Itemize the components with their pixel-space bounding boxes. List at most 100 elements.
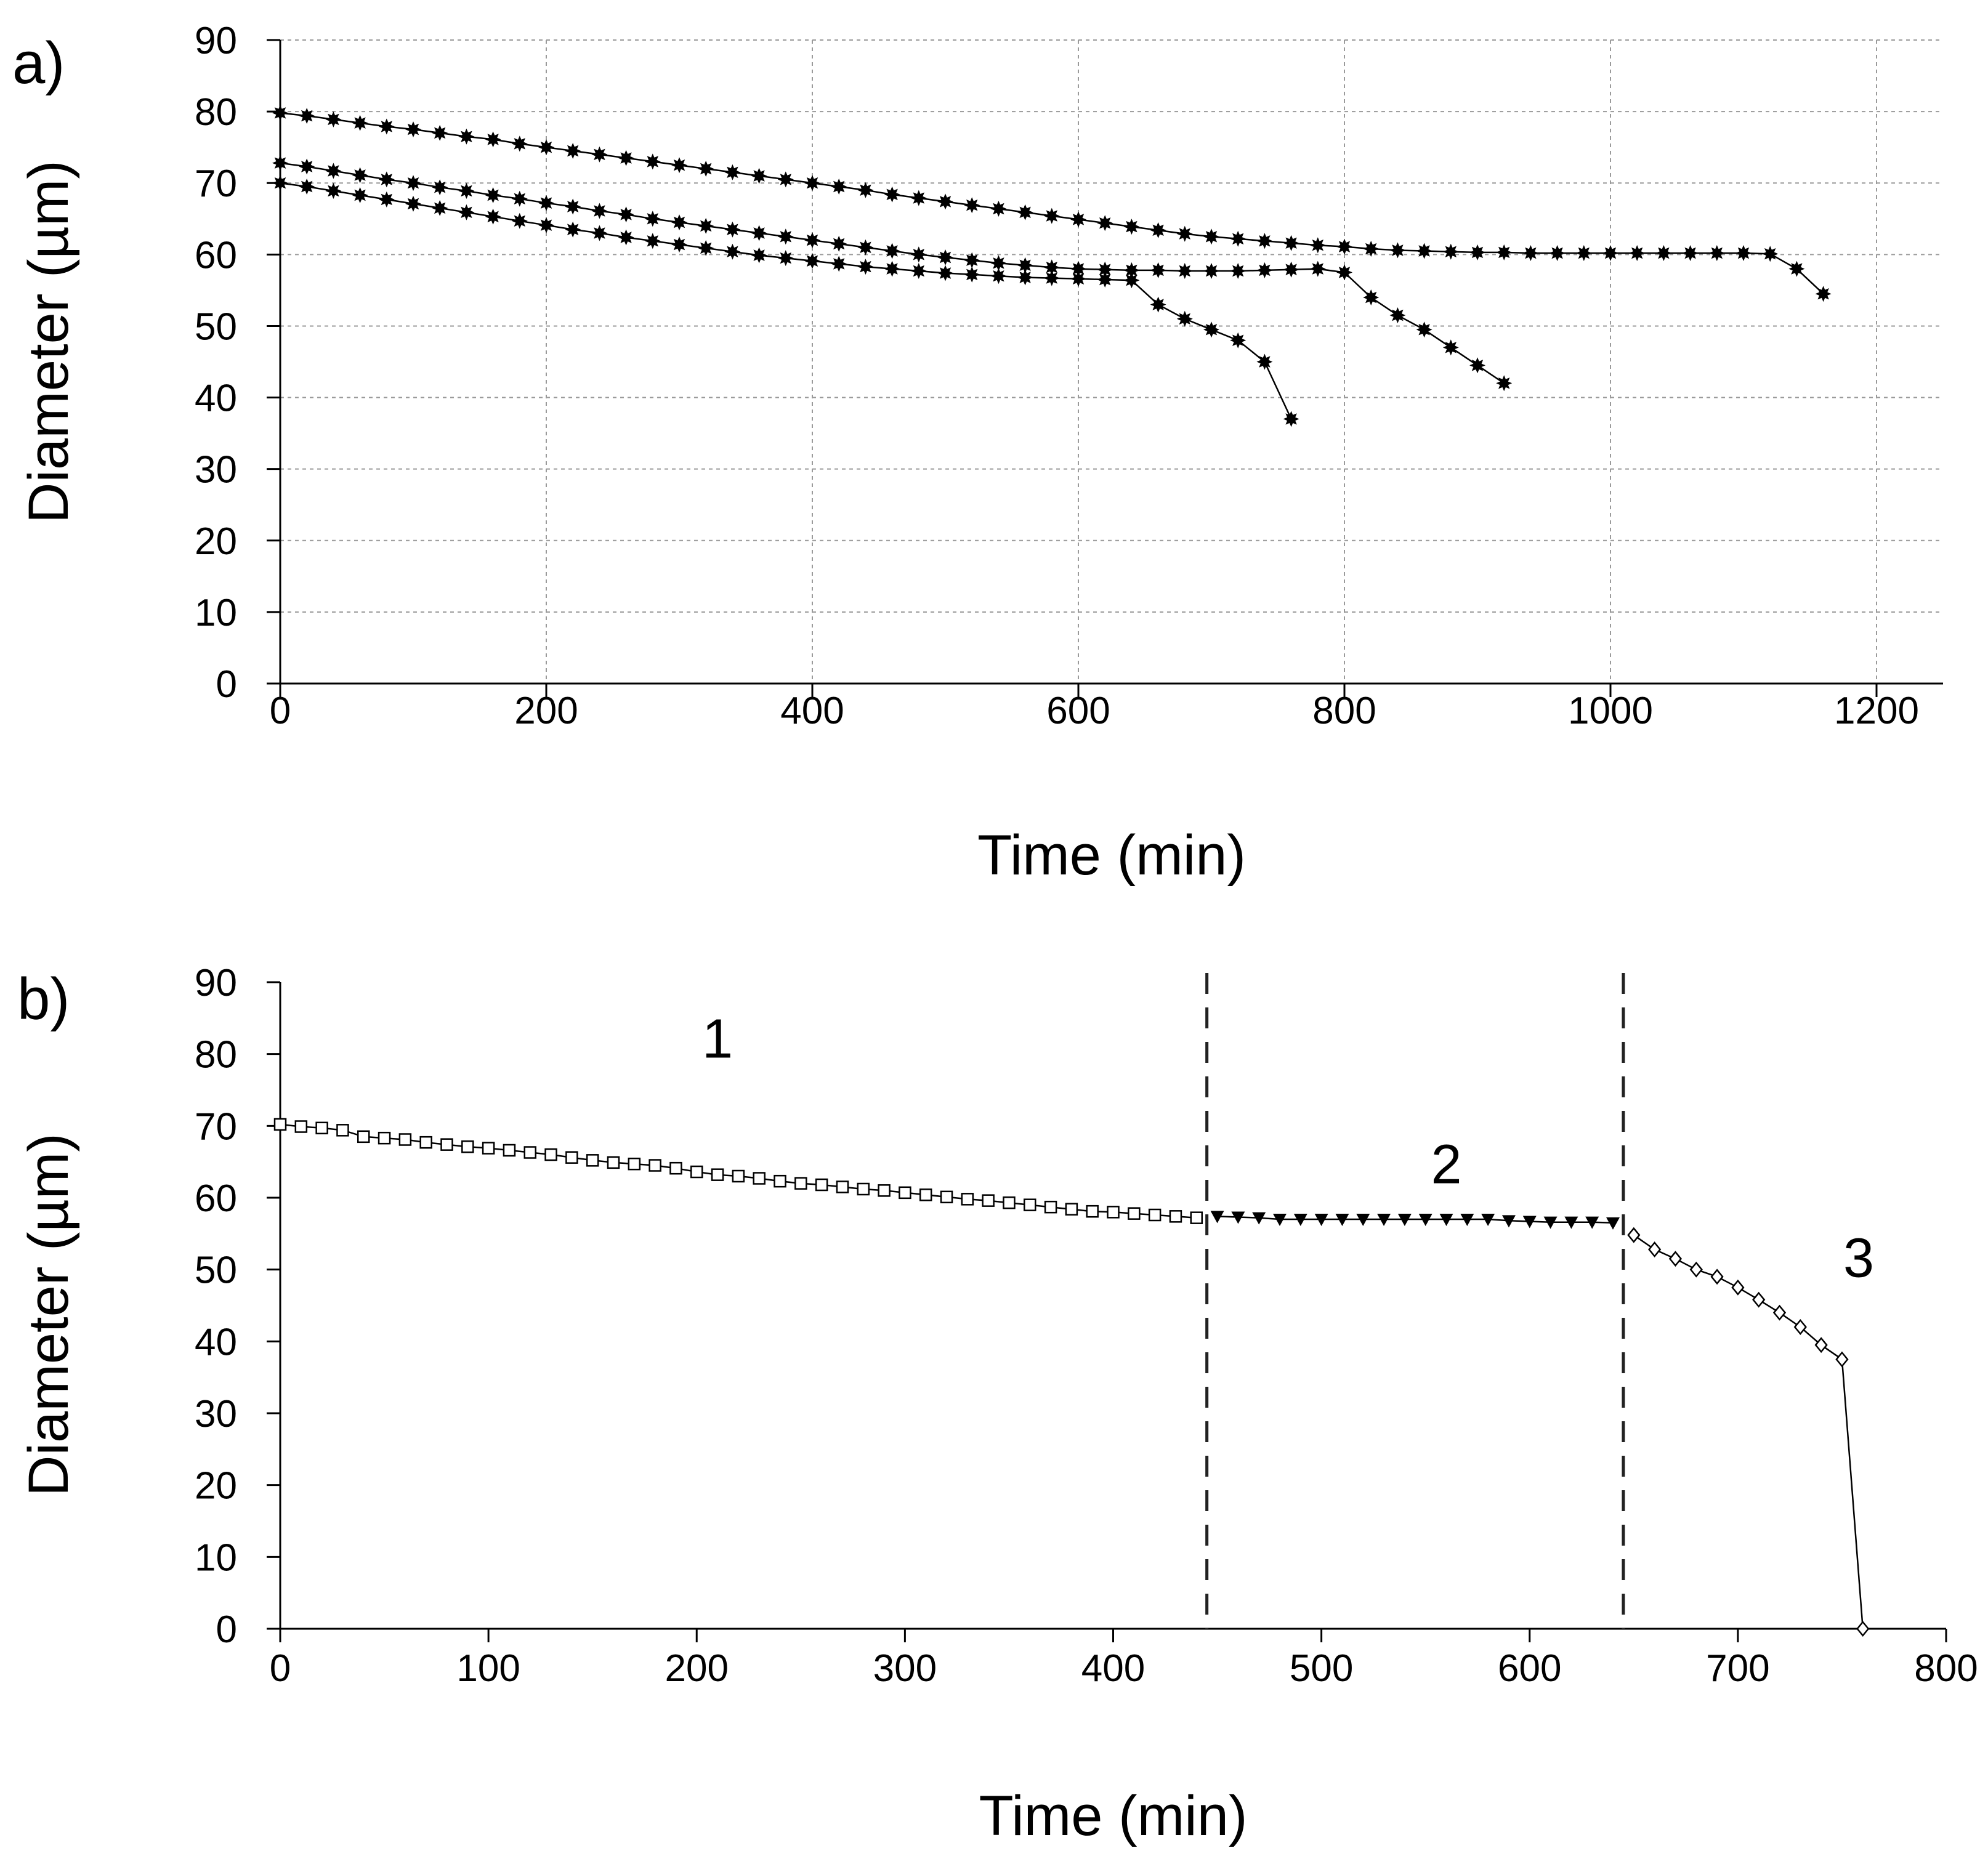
panel-a-data-point: [272, 175, 288, 192]
panel-a-data-point: [1283, 411, 1299, 427]
panel-b-data-point: [857, 1182, 870, 1196]
panel-a-data-point: [352, 167, 368, 184]
panel-a-data-point: [432, 124, 448, 141]
panel-a-data-point: [724, 221, 741, 238]
panel-b-data-point: [1065, 1203, 1078, 1216]
panel-a-y-tick-label: 40: [195, 377, 237, 420]
panel-b-data-point: [336, 1124, 349, 1137]
panel-a-data-point: [964, 252, 980, 268]
panel-b-data-point: [1501, 1215, 1516, 1228]
panel-a-data-point: [1017, 269, 1033, 286]
panel-b-y-tick-label: 90: [195, 962, 237, 1004]
panel-b-data-point: [1128, 1207, 1141, 1220]
panel-a-data-point: [1655, 245, 1672, 261]
panel-b-data-point: [1752, 1291, 1766, 1308]
panel-b-data-point: [1772, 1304, 1787, 1321]
panel-b-data-point: [1107, 1206, 1120, 1219]
panel-b-data-point: [1543, 1216, 1558, 1229]
panel-a-data-point: [884, 186, 900, 203]
panel-a-data-point: [857, 259, 874, 275]
panel-a-data-point: [405, 175, 421, 192]
panel-a-data-point: [618, 229, 634, 246]
panel-a-data-point: [831, 256, 847, 272]
panel-b-chart: 0 10 20 30 40 50 60 70 80 90 0 100 200 300 400 500 600 70…: [17, 962, 1978, 1847]
panel-a-data-point: [1522, 245, 1539, 261]
panel-a-data-point: [485, 208, 501, 225]
panel-b-x-tick-label: 600: [1498, 1647, 1561, 1690]
panel-b-data-point: [899, 1186, 911, 1200]
panel-a-data-point: [1283, 235, 1299, 251]
panel-a-data-point: [1256, 262, 1273, 278]
panel-a-data-point: [325, 183, 342, 199]
panel-a-data-point: [884, 260, 900, 277]
panel-a-data-point: [565, 198, 581, 215]
panel-a-data-point: [910, 263, 927, 279]
panel-a-data-point: [405, 195, 421, 212]
panel-a-data-point: [485, 131, 501, 148]
panel-a-data-point: [1682, 245, 1699, 261]
panel-b-data-point: [273, 1118, 287, 1131]
panel-a-data-point: [777, 171, 794, 188]
panel-a-data-point: [831, 235, 847, 252]
panel-b-data-point: [1210, 1211, 1224, 1224]
panel-a-data-point: [591, 146, 608, 163]
panel-a-x-tick-label: 0: [270, 690, 291, 732]
panel-a-data-point: [1389, 242, 1406, 259]
panel-b-y-tick-label: 0: [216, 1608, 237, 1651]
panel-a-data-point: [1389, 307, 1406, 323]
panel-a-data-point: [1230, 263, 1247, 279]
panel-a-y-tick-label: 10: [195, 592, 237, 634]
panel-b-x-tick-label: 800: [1914, 1647, 1978, 1690]
panel-a-data-point: [1070, 270, 1086, 287]
panel-b-data-point: [544, 1148, 557, 1161]
panel-b-data-point: [1668, 1251, 1683, 1267]
panel-b-data-point: [940, 1190, 953, 1204]
panel-b-data-point: [1689, 1261, 1703, 1278]
panel-b-data-point: [1439, 1214, 1453, 1226]
panel-a-data-point: [671, 236, 687, 253]
panel-b-data-point: [357, 1130, 370, 1144]
panel-a-data-point: [1363, 289, 1380, 305]
panel-a-data-point: [724, 243, 741, 260]
panel-a-data-point: [1256, 233, 1273, 249]
panel-b-data-point: [607, 1156, 620, 1169]
panel-b-data-point: [1585, 1216, 1599, 1229]
panel-a-y-tick-label: 30: [195, 449, 237, 491]
panel-b-data-point: [565, 1151, 578, 1164]
panel-a-data-point: [591, 225, 608, 241]
panel-a-data-point: [565, 143, 581, 159]
panel-a-data-point: [1549, 245, 1566, 261]
panel-a-data-point: [618, 150, 634, 166]
panel-a-data-point: [1043, 208, 1060, 224]
panel-a-data-point: [299, 179, 315, 195]
panel-a-data-point: [325, 163, 342, 179]
panel-a-y-tick-label: 20: [195, 520, 237, 563]
panel-b-data-point: [1252, 1212, 1266, 1225]
panel-b-data-point: [1356, 1214, 1370, 1226]
panel-a-data-point: [538, 195, 554, 211]
panel-a-data-point: [804, 175, 820, 192]
panel-b-data-point: [1024, 1198, 1036, 1211]
panel-b-data-point: [1293, 1214, 1307, 1226]
panel-b-data-point: [315, 1121, 328, 1135]
panel-a-data-point: [1203, 321, 1219, 338]
panel-a-data-point: [565, 221, 581, 238]
panel-b-data-point: [961, 1193, 974, 1206]
panel-b-data-point: [774, 1174, 786, 1188]
panel-a-data-point: [1123, 262, 1140, 278]
panel-b-data-point: [1627, 1227, 1641, 1243]
panel-a-data-point: [1070, 211, 1086, 228]
panel-b-data-point: [1169, 1210, 1182, 1223]
panel-a-data-point: [644, 233, 661, 249]
panel-a-data-point: [1043, 259, 1060, 276]
panel-a-data-point: [432, 200, 448, 216]
panel-b-data-point: [1481, 1214, 1495, 1226]
panel-b-data-point: [294, 1120, 308, 1133]
panel-a-data-point: [910, 190, 927, 206]
panel-a-y-axis-title: Diameter (µm): [17, 160, 80, 523]
panel-a-x-tick-label: 600: [1046, 690, 1110, 732]
panel-a-data-point: [1416, 243, 1432, 259]
panel-a-y-tick-label: 50: [195, 305, 237, 348]
panel-a-y-tick-label: 70: [195, 163, 237, 205]
panel-b-data-point: [836, 1180, 849, 1193]
